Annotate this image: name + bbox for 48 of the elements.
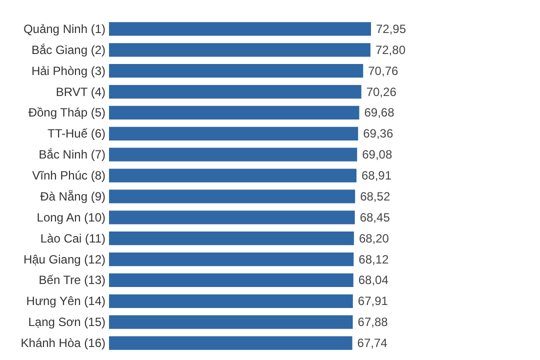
- bar: [109, 315, 353, 329]
- y-tick-label: Hậu Giang (12): [23, 252, 106, 266]
- bar: [109, 148, 358, 162]
- y-tick-label: Bắc Ninh (7): [38, 148, 106, 162]
- y-tick-label: Hưng Yên (14): [26, 294, 106, 308]
- y-tick-label: Khánh Hòa (16): [20, 336, 106, 350]
- bar: [109, 273, 354, 288]
- bar: [109, 232, 354, 246]
- y-tick-label: Lào Cai (11): [40, 231, 106, 246]
- data-label: 68,45: [360, 210, 390, 224]
- data-label: 70,26: [366, 84, 397, 99]
- data-label: 68,52: [360, 189, 390, 204]
- bar: [109, 190, 356, 204]
- bar: [109, 43, 370, 57]
- data-label: 68,91: [361, 168, 392, 183]
- bar: [109, 210, 355, 224]
- y-tick-label: Đồng Tháp (5): [28, 106, 106, 120]
- y-tick-label: Long An (10): [36, 210, 106, 224]
- bar: [109, 336, 352, 350]
- y-tick-label: Quảng Ninh (1): [23, 22, 106, 36]
- data-label: 69,08: [362, 148, 392, 162]
- y-tick-label: Bắc Giang (2): [31, 42, 106, 57]
- y-tick-label: Vĩnh Phúc (8): [32, 168, 106, 183]
- bar: [109, 294, 353, 308]
- y-tick-label: Lạng Sơn (15): [28, 315, 106, 330]
- data-label: 70,76: [368, 64, 398, 78]
- data-label: 69,36: [363, 126, 394, 141]
- bar: [109, 168, 356, 182]
- bar: [109, 126, 358, 140]
- bar: [109, 84, 362, 99]
- bar: [109, 64, 364, 78]
- bar: [109, 106, 360, 120]
- data-label: 68,20: [358, 231, 390, 246]
- y-tick-label: Hải Phòng (3): [31, 64, 106, 78]
- data-label: 72,95: [376, 22, 406, 36]
- y-tick-label: Đà Nẵng (9): [40, 189, 106, 204]
- data-label: 67,74: [357, 336, 388, 350]
- bar: [109, 22, 371, 36]
- y-tick-label: TT-Huế (6): [47, 126, 106, 141]
- data-label: 67,91: [358, 294, 388, 308]
- y-tick-label: BRVT (4): [56, 84, 106, 99]
- data-label: 67,88: [358, 315, 388, 330]
- y-tick-label: Bến Tre (13): [38, 273, 106, 288]
- data-label: 68,04: [358, 273, 389, 288]
- data-label: 69,68: [364, 106, 395, 120]
- bar: [109, 252, 354, 266]
- data-label: 72,80: [375, 42, 406, 57]
- data-label: 68,12: [358, 252, 390, 266]
